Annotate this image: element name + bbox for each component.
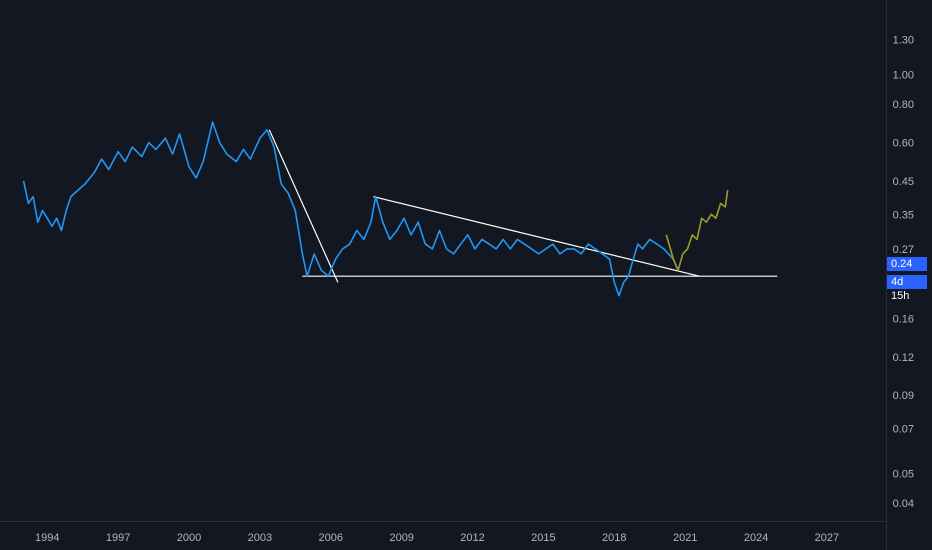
y-tick-label: 0.12 [893,352,914,364]
y-tick-label: 0.05 [893,469,914,481]
last-price-label: 0.24 [887,257,927,271]
trendline-2[interactable] [373,196,700,277]
x-tick-label: 1997 [106,532,130,544]
y-tick-label: 0.45 [893,176,914,188]
x-tick-label: 2024 [744,532,768,544]
y-tick-label: 0.04 [893,498,914,510]
y-tick-label: 0.16 [893,314,914,326]
y-tick-label: 0.60 [893,138,914,150]
x-tick-label: 1994 [35,532,59,544]
x-tick-label: 2027 [815,532,839,544]
y-tick-label: 0.09 [893,390,914,402]
price-line [22,121,679,297]
x-tick-label: 2015 [531,532,555,544]
trendline-1[interactable] [268,129,339,283]
bar-countdown-label: 4d 15h [887,275,927,302]
y-tick-label: 0.07 [893,424,914,436]
x-tick-label: 2009 [389,532,413,544]
time-axis: 1994 1997 2000 2003 2006 2009 2012 2015 2018 2021… [35,532,839,544]
y-tick-label: 1.00 [893,70,914,82]
y-tick-label: 0.35 [893,209,914,221]
y-tick-label: 0.80 [893,99,914,111]
y-tick-label: 1.30 [893,35,914,47]
x-tick-label: 2018 [602,532,626,544]
projection-line [665,189,729,272]
x-tick-label: 2006 [319,532,343,544]
x-tick-label: 2021 [673,532,697,544]
y-tick-label: 0.27 [893,244,914,256]
plot-area [22,121,778,297]
x-tick-label: 2003 [248,532,272,544]
x-tick-label: 2000 [177,532,201,544]
x-tick-label: 2012 [460,532,484,544]
